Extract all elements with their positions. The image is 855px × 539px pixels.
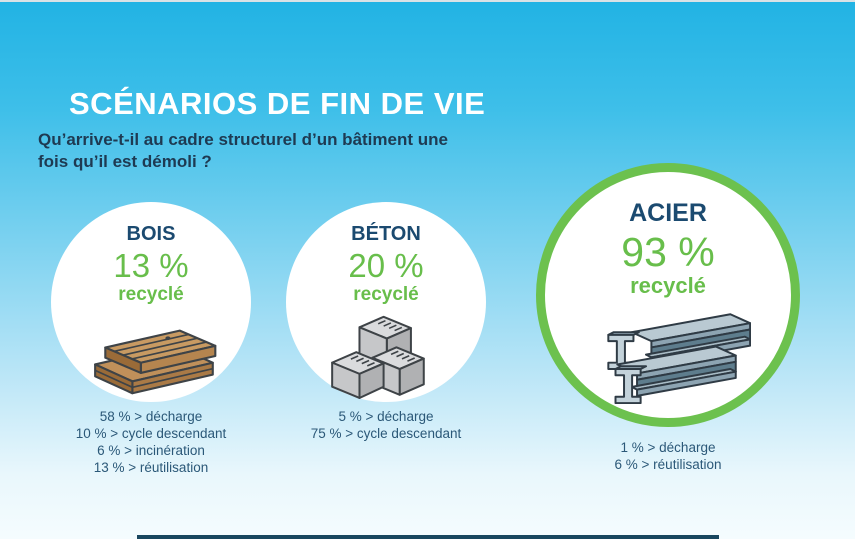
breakdown-line: 1 % > décharge — [620, 440, 716, 455]
breakdown-acier: 1 % > décharge 6 % > réutilisation — [538, 439, 798, 473]
material-card-beton: BÉTON 20 % recyclé — [286, 202, 486, 402]
breakdown-line: 13 % > réutilisation — [93, 460, 209, 475]
recycled-label: recyclé — [118, 284, 184, 305]
recycled-label: recyclé — [353, 284, 419, 305]
breakdown-line: 6 % > réutilisation — [614, 457, 722, 472]
material-name: BOIS — [126, 223, 176, 245]
concrete-blocks-icon — [331, 315, 425, 399]
recycled-percent: 13 % — [113, 247, 189, 284]
breakdown-beton: 5 % > décharge 75 % > cycle descendant — [256, 408, 516, 442]
page-title: SCÉNARIOS DE FIN DE VIE — [69, 86, 486, 121]
subtitle-line-1: Qu’arrive-t-il au cadre structurel d’un … — [38, 130, 448, 149]
breakdown-line: 5 % > décharge — [338, 409, 434, 424]
material-name: ACIER — [629, 199, 707, 227]
recycled-percent: 20 % — [348, 247, 424, 284]
page-subtitle: Qu’arrive-t-il au cadre structurel d’un … — [38, 129, 508, 173]
recycled-label: recyclé — [630, 273, 706, 298]
breakdown-line: 10 % > cycle descendant — [75, 426, 227, 441]
recycled-percent: 93 % — [621, 229, 715, 275]
material-card-acier: ACIER 93 % recyclé — [536, 163, 800, 427]
material-card-bois: BOIS 13 % recyclé — [51, 202, 251, 402]
breakdown-line: 58 % > décharge — [99, 409, 203, 424]
wood-planks-icon — [94, 329, 217, 395]
subtitle-line-2: fois qu’il est démoli ? — [38, 152, 212, 171]
steel-beams-icon — [607, 313, 751, 405]
footer-bar — [137, 535, 719, 539]
breakdown-bois: 58 % > décharge 10 % > cycle descendant … — [21, 408, 281, 476]
material-name: BÉTON — [351, 223, 421, 245]
breakdown-line: 75 % > cycle descendant — [310, 426, 462, 441]
breakdown-line: 6 % > incinération — [97, 443, 205, 458]
